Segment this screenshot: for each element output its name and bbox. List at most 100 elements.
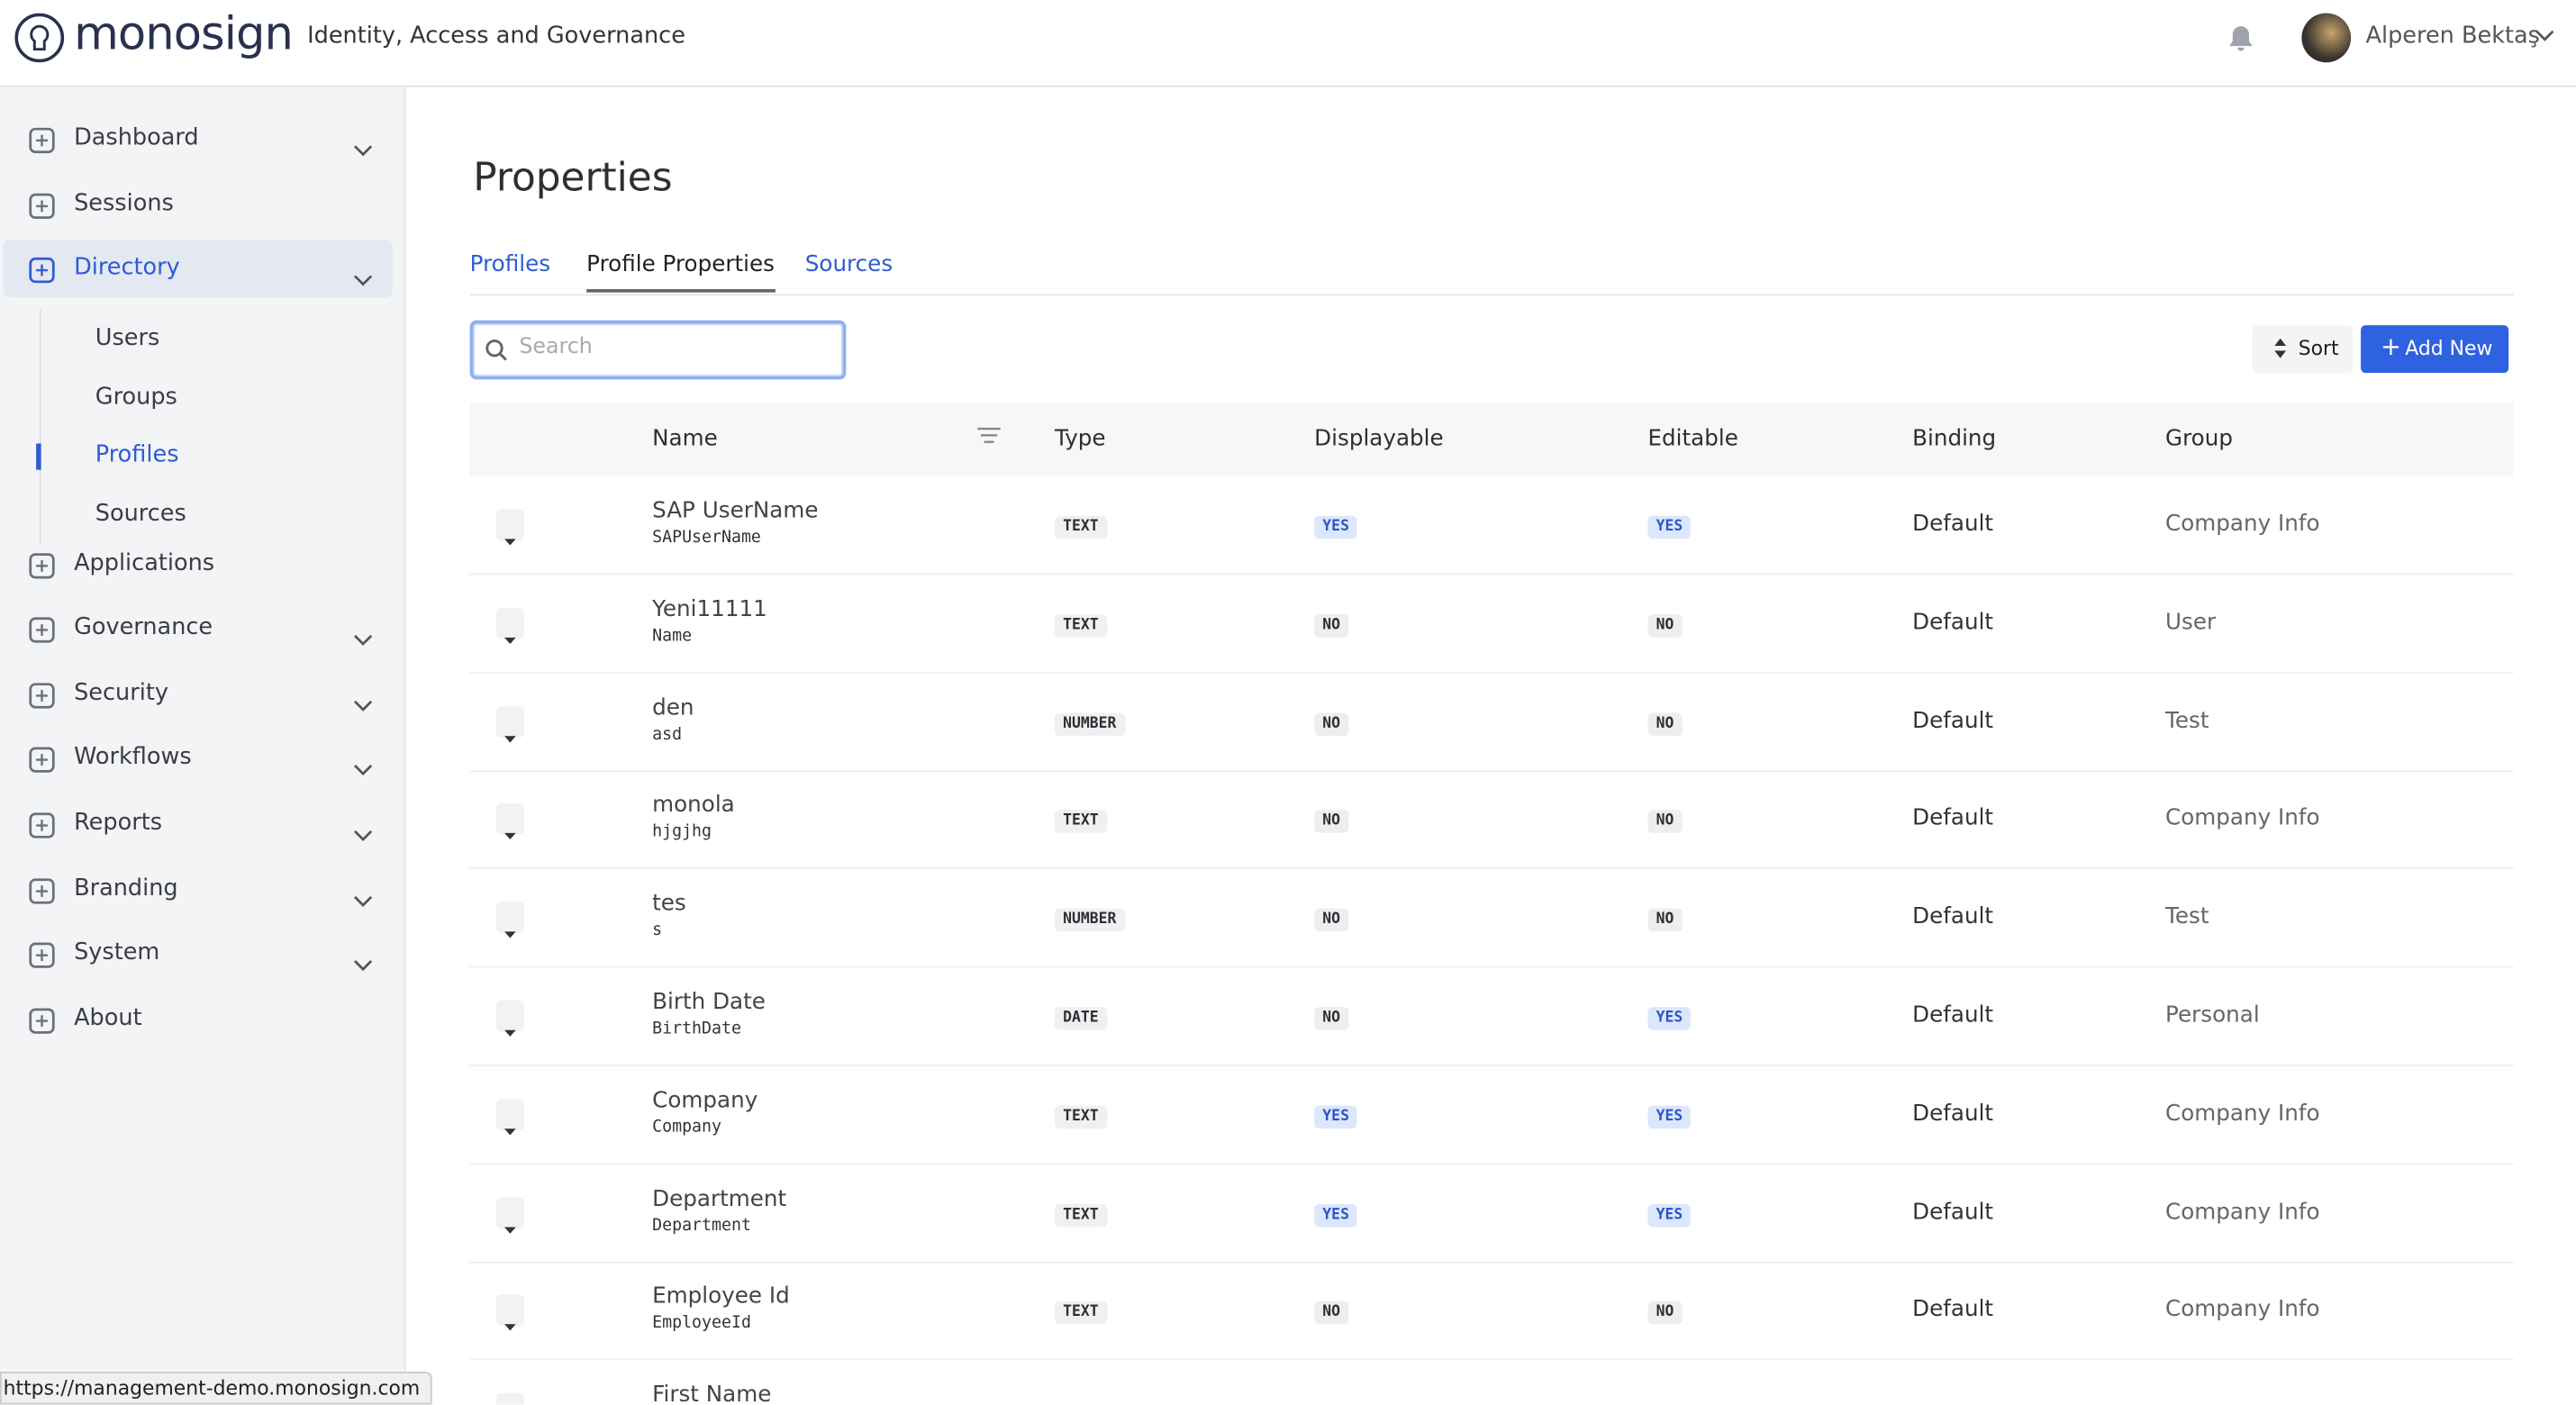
search-input[interactable] bbox=[469, 320, 847, 380]
expand-caret[interactable] bbox=[503, 719, 516, 742]
property-name: Department bbox=[652, 1185, 787, 1212]
row-divider bbox=[469, 867, 2514, 870]
expand-caret[interactable] bbox=[503, 1210, 516, 1234]
expand-caret[interactable] bbox=[503, 1309, 516, 1332]
expand-caret-svg bbox=[503, 637, 516, 644]
editable-badge: YES bbox=[1647, 1203, 1692, 1227]
property-name: den bbox=[652, 693, 694, 721]
column-header: Group bbox=[2165, 425, 2233, 452]
expand-button[interactable] bbox=[495, 803, 524, 836]
column-filter-icon[interactable] bbox=[977, 427, 1001, 447]
expand-caret-svg bbox=[503, 931, 516, 938]
nav-chevron[interactable] bbox=[353, 133, 373, 157]
nav-icon bbox=[28, 551, 56, 579]
expand-button[interactable] bbox=[495, 1295, 524, 1327]
expand-button[interactable] bbox=[495, 1393, 524, 1405]
type-badge: TEXT bbox=[1054, 810, 1107, 834]
nav-chevron[interactable] bbox=[353, 263, 373, 286]
expand-caret-svg bbox=[503, 539, 516, 546]
type-badge: TEXT bbox=[1054, 1203, 1107, 1227]
tab[interactable]: Sources bbox=[804, 251, 893, 278]
displayable-badge: NO bbox=[1314, 909, 1349, 932]
expand-caret[interactable] bbox=[503, 1111, 516, 1135]
nav-item[interactable]: Dashboard bbox=[74, 124, 199, 151]
group: Company Info bbox=[2165, 1296, 2320, 1324]
property-name: Employee Id bbox=[652, 1283, 790, 1310]
type-badge: TEXT bbox=[1054, 515, 1107, 539]
property-name: SAP UserName bbox=[652, 497, 819, 524]
nav-item[interactable]: Applications bbox=[74, 549, 215, 576]
expand-button[interactable] bbox=[495, 509, 524, 541]
nav-chevron[interactable] bbox=[353, 753, 373, 776]
expand-button[interactable] bbox=[495, 705, 524, 738]
nav-chevron-svg bbox=[354, 765, 373, 776]
binding: Default bbox=[1912, 805, 1994, 832]
notification-bell[interactable] bbox=[2226, 23, 2255, 53]
property-name: monola bbox=[652, 792, 735, 820]
user-menu-chevron[interactable] bbox=[2535, 28, 2554, 44]
subnav-item[interactable]: Profiles bbox=[95, 441, 179, 469]
tab[interactable]: Profiles bbox=[469, 251, 551, 278]
nav-item[interactable]: Sessions bbox=[74, 189, 174, 217]
nav-icon-svg bbox=[29, 748, 55, 774]
logo-icon bbox=[14, 13, 65, 63]
user-name[interactable]: Alperen Bektaş bbox=[2365, 23, 2540, 50]
nav-item[interactable]: Reports bbox=[74, 810, 163, 837]
search-placeholder: Search bbox=[519, 335, 593, 360]
nav-icon-svg bbox=[29, 193, 55, 219]
expand-button[interactable] bbox=[495, 1196, 524, 1228]
nav-icon-svg bbox=[29, 812, 55, 838]
nav-icon bbox=[28, 682, 56, 710]
subnav-item[interactable]: Groups bbox=[95, 383, 177, 411]
editable-badge: NO bbox=[1647, 909, 1683, 932]
expand-caret[interactable] bbox=[503, 621, 516, 644]
nav-chevron[interactable] bbox=[353, 818, 373, 841]
sidebar bbox=[0, 86, 406, 1405]
nav-item[interactable]: About bbox=[74, 1004, 142, 1032]
nav-icon-svg bbox=[29, 682, 55, 709]
property-key: EmployeeId bbox=[652, 1314, 751, 1333]
tab[interactable]: Profile Properties bbox=[586, 251, 776, 293]
row-divider bbox=[469, 573, 2514, 576]
avatar[interactable] bbox=[2301, 13, 2352, 63]
nav-chevron[interactable] bbox=[353, 688, 373, 712]
nav-item[interactable]: Branding bbox=[74, 875, 178, 902]
nav-item[interactable]: Governance bbox=[74, 614, 213, 641]
expand-caret[interactable] bbox=[503, 915, 516, 938]
nav-chevron[interactable] bbox=[353, 884, 373, 907]
expand-button[interactable] bbox=[495, 607, 524, 639]
row-divider bbox=[469, 1064, 2514, 1066]
subnav-item[interactable]: Users bbox=[95, 324, 160, 351]
expand-button[interactable] bbox=[495, 1098, 524, 1130]
nav-chevron[interactable] bbox=[353, 948, 373, 972]
add-new-button[interactable] bbox=[2361, 325, 2509, 374]
expand-caret[interactable] bbox=[503, 1013, 516, 1037]
nav-item[interactable]: Security bbox=[74, 679, 168, 706]
nav-icon bbox=[28, 1007, 56, 1035]
nav-chevron[interactable] bbox=[353, 623, 373, 647]
property-name: tes bbox=[652, 890, 686, 918]
expand-button[interactable] bbox=[495, 902, 524, 934]
nav-item[interactable]: Workflows bbox=[74, 744, 192, 772]
column-header[interactable]: Name bbox=[652, 425, 718, 452]
nav-item[interactable]: System bbox=[74, 939, 160, 966]
nav-icon bbox=[28, 257, 56, 285]
subnav-item[interactable]: Sources bbox=[95, 501, 186, 528]
nav-icon bbox=[28, 616, 56, 644]
expand-caret[interactable] bbox=[503, 817, 516, 840]
sort-button[interactable] bbox=[2252, 325, 2353, 374]
row-divider bbox=[469, 1359, 2514, 1361]
expand-caret[interactable] bbox=[503, 522, 516, 546]
add-new-label: Add New bbox=[2405, 336, 2493, 360]
nav-chevron-svg bbox=[354, 895, 373, 907]
brand: monosign bbox=[74, 6, 294, 61]
row-divider bbox=[469, 965, 2514, 968]
property-name: First Name bbox=[652, 1382, 772, 1405]
editable-badge: YES bbox=[1647, 1105, 1692, 1129]
expand-button[interactable] bbox=[495, 1000, 524, 1032]
binding: Default bbox=[1912, 1296, 1994, 1324]
displayable-badge: NO bbox=[1314, 1007, 1349, 1030]
nav-item[interactable]: Directory bbox=[74, 255, 180, 282]
expand-caret-svg bbox=[503, 1029, 516, 1037]
